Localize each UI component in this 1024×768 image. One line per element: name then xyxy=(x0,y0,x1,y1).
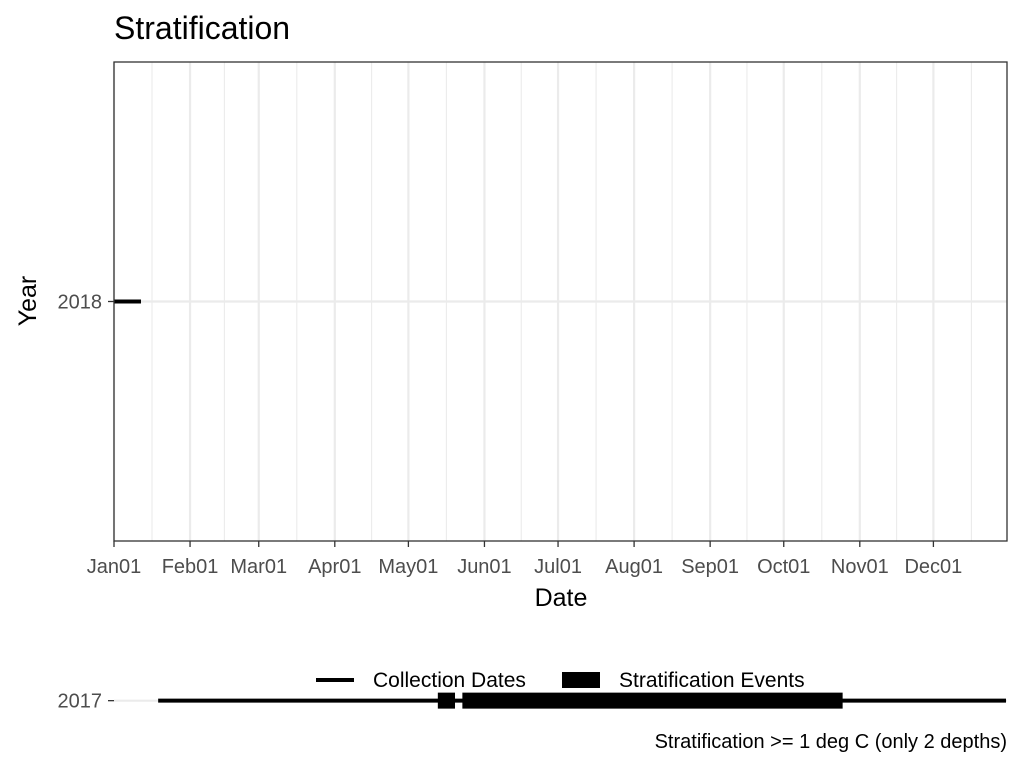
x-tick-label: Oct01 xyxy=(757,556,810,578)
x-tick-label: Feb01 xyxy=(162,556,219,578)
x-tick-label: Jul01 xyxy=(534,556,582,578)
legend: Collection Dates Stratification Events xyxy=(316,669,805,692)
x-tick-label: Dec01 xyxy=(904,556,962,578)
axes: Jan01 Feb01 Mar01 Apr01 May01 Jun01 Jul01 Aug01… xyxy=(58,292,963,713)
chart-title: Stratification xyxy=(114,10,290,46)
x-tick-label: Nov01 xyxy=(831,556,889,578)
x-tick-label: Jan01 xyxy=(87,556,142,578)
legend-label: Collection Dates xyxy=(373,669,526,692)
y-axis-title: Year xyxy=(14,276,42,327)
x-tick-label: Apr01 xyxy=(308,556,361,578)
x-tick-label: Jun01 xyxy=(457,556,512,578)
x-tick-label: Sep01 xyxy=(681,556,739,578)
x-tick-label: Aug01 xyxy=(605,556,663,578)
legend-label: Stratification Events xyxy=(619,669,805,692)
y-tick-label: 2018 xyxy=(58,292,103,314)
y-tick-label: 2017 xyxy=(58,691,103,713)
x-tick-label: May01 xyxy=(378,556,438,578)
data-marks xyxy=(114,299,1006,709)
x-tick-label: Mar01 xyxy=(230,556,287,578)
chart-caption: Stratification >= 1 deg C (only 2 depths… xyxy=(655,731,1007,753)
x-axis-title: Date xyxy=(535,584,588,612)
